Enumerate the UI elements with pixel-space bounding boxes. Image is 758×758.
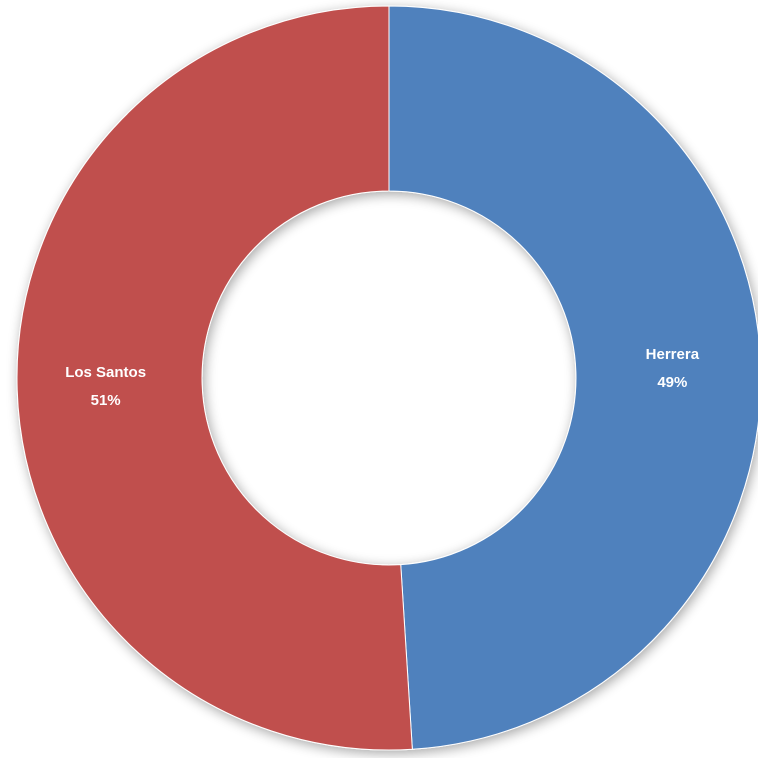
- donut-slice: [388, 5, 758, 750]
- slice-value-label: 51%: [91, 392, 121, 409]
- slice-value-label: 49%: [657, 374, 687, 391]
- donut: [16, 5, 758, 751]
- donut-slice: [16, 5, 413, 751]
- slice-label: Los Santos: [65, 364, 146, 381]
- slice-label: Herrera: [646, 346, 700, 363]
